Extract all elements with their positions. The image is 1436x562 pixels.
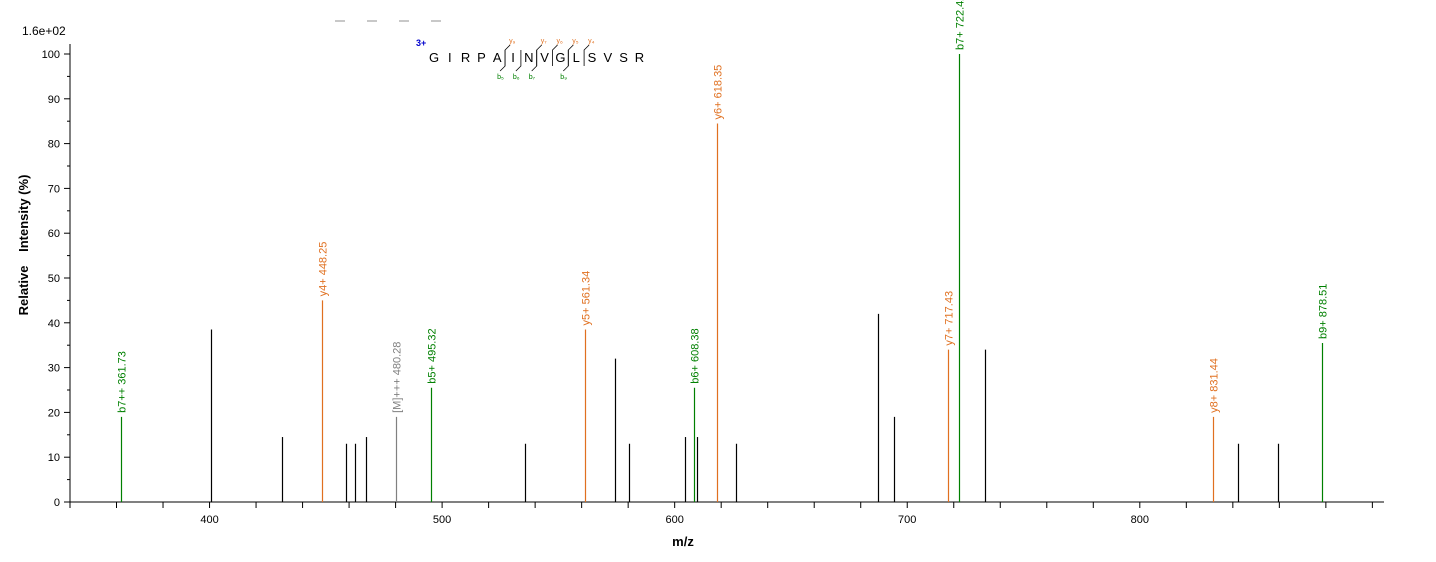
residue-N: N (524, 50, 533, 65)
x-tick-label: 400 (200, 514, 218, 526)
y-axis-title: Relative Intensity (%) (16, 175, 31, 316)
residue-I: I (511, 50, 515, 65)
x-tick-label: 600 (665, 514, 683, 526)
y-ion-marker (504, 44, 511, 66)
residue-S: S (588, 50, 597, 65)
x-tick-label: 800 (1131, 514, 1149, 526)
y-tick-label: 50 (48, 273, 60, 285)
peak-label: b7+ 722.42 (955, 0, 967, 50)
residue-P: P (477, 50, 486, 65)
y-tick-label: 70 (48, 183, 60, 195)
y-axis-title-word1: Relative (16, 266, 31, 316)
b-ion-label: b₅ (497, 74, 504, 81)
residue-A: A (493, 50, 502, 65)
svg-text:Relative Intensity (%): Relative Intensity (%) (16, 175, 31, 316)
y-tick-label: 30 (48, 363, 60, 375)
residue-R: R (635, 50, 644, 65)
y-tick-label: 20 (48, 407, 60, 419)
b-ion-marker (515, 50, 522, 72)
x-tick-label: 700 (898, 514, 916, 526)
b-ion-label: b₆ (513, 74, 520, 81)
residue-V: V (540, 50, 549, 65)
residue-S: S (619, 50, 628, 65)
y-ion-label: y₄ (588, 38, 595, 45)
y-ion-marker (583, 44, 590, 66)
peak-label: b7++ 361.73 (117, 351, 129, 413)
y-ion-marker (552, 44, 558, 66)
x-tick-label: 500 (433, 514, 451, 526)
b-ion-marker (563, 50, 569, 72)
y-ion-label: y₅ (572, 38, 579, 45)
y-ion-label: y₇ (541, 38, 548, 45)
peak-label: y6+ 618.35 (713, 65, 725, 120)
b-ion-marker (499, 50, 506, 72)
residue-R: R (461, 50, 470, 65)
x-axis-title: m/z (672, 534, 694, 549)
residue-G: G (429, 50, 439, 65)
peak-label: b5+ 495.32 (427, 328, 439, 383)
y-tick-label: 40 (48, 318, 60, 330)
peak-label: [M]+++ 480.28 (392, 342, 404, 413)
residue-G: G (555, 50, 565, 65)
y-scale-max-label: 1.6e+02 (22, 24, 66, 38)
peak-label: y8+ 831.44 (1209, 358, 1221, 413)
y-ion-label: y₆ (557, 38, 564, 45)
residue-V: V (603, 50, 612, 65)
peak-label: b9+ 878.51 (1318, 284, 1330, 339)
y-tick-label: 10 (48, 452, 60, 464)
axes: 400 500 600 700 800 0 10 20 30 40 50 60 70 80 90 100 (42, 44, 1384, 526)
peaks: b7++ 361.73 y4+ 448.25 [M]+++ 480.28 b5+ 49… (117, 0, 1330, 502)
b-ion-label: b₉ (560, 74, 567, 81)
y-ion-label: y₉ (509, 38, 515, 45)
peak-label: y4+ 448.25 (318, 242, 330, 297)
y-tick-label: 0 (54, 497, 60, 509)
y-axis-title-word2: Intensity (%) (16, 175, 31, 252)
b-ion-label: b₇ (529, 74, 536, 81)
y-tick-label: 90 (48, 94, 60, 106)
residue-I: I (448, 50, 452, 65)
peak-label: y7+ 717.43 (944, 291, 956, 346)
peak-label: b6+ 608.38 (690, 328, 702, 383)
y-tick-label: 80 (48, 139, 60, 151)
y-tick-label: 60 (48, 228, 60, 240)
peak-label: y5+ 561.34 (581, 271, 593, 326)
residue-L: L (573, 50, 580, 65)
charge-state: 3+ (416, 38, 426, 48)
y-tick-label: 100 (42, 49, 60, 61)
b-ion-marker (531, 50, 538, 72)
